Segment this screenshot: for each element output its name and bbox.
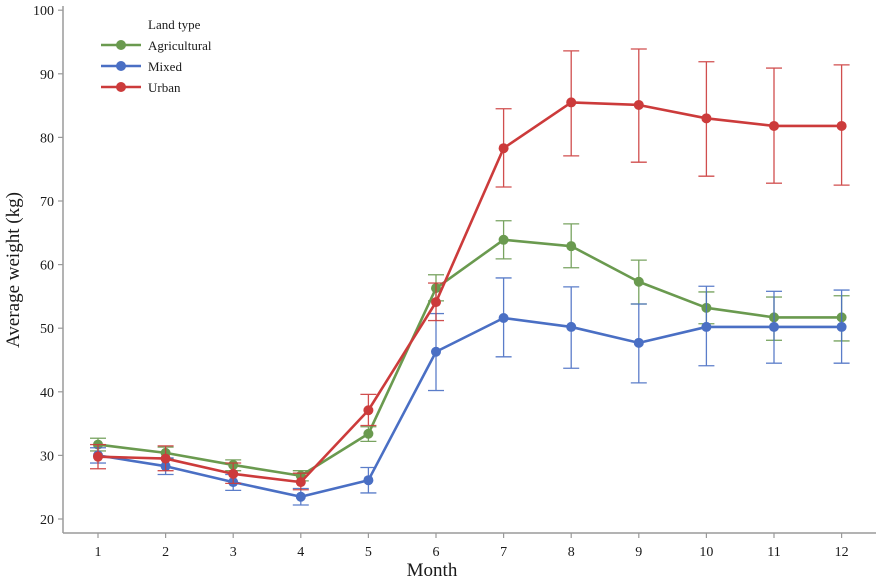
series-line <box>97 316 842 499</box>
legend-swatch-marker <box>116 61 126 71</box>
y-tick-label: 40 <box>40 386 54 401</box>
data-point <box>228 468 239 479</box>
y-tick-label: 60 <box>40 259 54 274</box>
x-tick-label: 7 <box>500 545 507 560</box>
legend-item-urban: Urban <box>101 80 181 95</box>
y-tick-label: 50 <box>40 322 54 337</box>
x-tick-label: 11 <box>767 545 780 560</box>
x-tick-label: 9 <box>635 545 642 560</box>
data-point <box>431 297 441 308</box>
data-point <box>701 113 712 124</box>
series-urban <box>90 48 850 491</box>
data-point <box>498 234 509 245</box>
y-tick-label: 100 <box>33 4 54 19</box>
x-tick-label: 2 <box>162 545 169 560</box>
legend-label: Mixed <box>148 59 182 74</box>
data-point <box>160 453 171 464</box>
data-point <box>431 346 441 357</box>
data-point <box>836 321 847 332</box>
data-point <box>363 428 374 439</box>
legend-label: Agricultural <box>148 38 212 53</box>
axes <box>62 6 876 534</box>
legend-title: Land type <box>148 17 201 32</box>
y-tick-label: 30 <box>40 449 54 464</box>
y-axis-title: Average weight (kg) <box>3 192 24 348</box>
y-tick-label: 90 <box>40 68 54 83</box>
legend: Land type Agricultural Mixed Urban <box>101 17 212 95</box>
y-tick-label: 20 <box>40 513 54 528</box>
data-point <box>566 97 577 108</box>
data-point <box>566 321 577 332</box>
x-tick-label: 5 <box>365 545 372 560</box>
data-point <box>769 120 779 131</box>
y-tick-label: 70 <box>40 195 54 210</box>
series-agricultural <box>90 220 850 482</box>
x-axis-title: Month <box>407 560 458 580</box>
x-ticks: 1 2 3 4 5 6 7 8 9 10 11 12 <box>95 533 849 560</box>
data-point <box>363 475 374 486</box>
legend-items: Agricultural Mixed Urban <box>101 38 212 95</box>
x-tick-label: 1 <box>95 545 102 560</box>
data-point <box>633 276 644 287</box>
data-point <box>295 491 306 502</box>
data-point <box>836 120 847 131</box>
legend-label: Urban <box>148 80 181 95</box>
x-tick-label: 10 <box>699 545 713 560</box>
x-tick-label: 3 <box>230 545 237 560</box>
legend-swatch-marker <box>116 82 126 92</box>
series-line <box>97 101 842 484</box>
legend-item-agricultural: Agricultural <box>101 38 212 53</box>
series-layer <box>90 48 850 506</box>
legend-item-mixed: Mixed <box>101 59 182 74</box>
series-mixed <box>90 277 850 506</box>
data-point <box>363 405 374 416</box>
x-tick-label: 4 <box>297 545 304 560</box>
data-point <box>769 321 779 332</box>
data-point <box>498 313 509 324</box>
data-point <box>633 337 644 348</box>
data-point <box>93 451 103 462</box>
data-point <box>295 477 306 488</box>
y-tick-label: 80 <box>40 131 54 146</box>
x-tick-label: 12 <box>835 545 849 560</box>
series-line <box>97 238 842 478</box>
data-point <box>701 321 712 332</box>
x-tick-label: 6 <box>433 545 440 560</box>
legend-swatch-marker <box>116 40 126 50</box>
data-point <box>633 99 644 110</box>
data-point <box>498 143 509 154</box>
x-tick-label: 8 <box>568 545 575 560</box>
y-ticks: 20 30 40 50 60 70 80 90 100 <box>33 4 63 528</box>
data-point <box>566 241 577 252</box>
